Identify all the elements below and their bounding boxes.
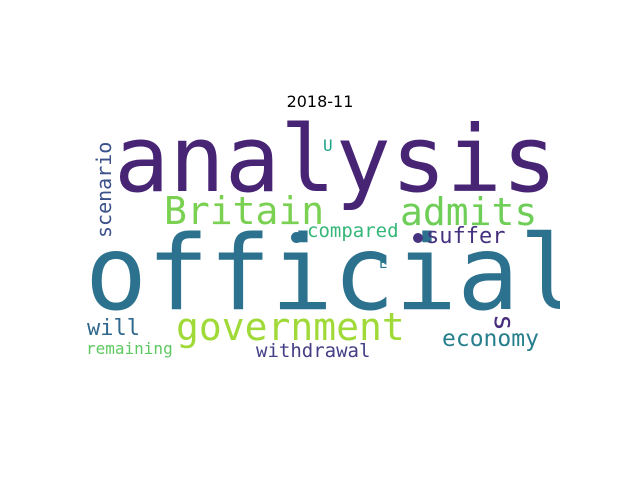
word-scenario: scenario (92, 141, 116, 238)
dot-mark (291, 232, 302, 243)
word-analysis: analysis (114, 120, 558, 213)
word-e: E (379, 256, 388, 272)
word-britain: Britain (164, 189, 325, 233)
word-admits: admits (400, 190, 538, 234)
word-s: s (488, 314, 521, 331)
word-economy: economy (442, 326, 539, 352)
word-government: government (176, 305, 405, 349)
dot-mark (413, 233, 423, 243)
word-remaining: remaining (86, 339, 173, 358)
chart-title: 2018-11 (286, 92, 354, 111)
word-cloud: analysis official Britain admits governm… (80, 120, 560, 360)
word-suffer: suffer (426, 224, 506, 249)
word-u: U (323, 136, 333, 155)
word-compared: compared (307, 220, 399, 242)
word-withdrawal: withdrawal (256, 340, 371, 361)
word-official: official (85, 214, 560, 334)
word-will: will (87, 316, 140, 341)
